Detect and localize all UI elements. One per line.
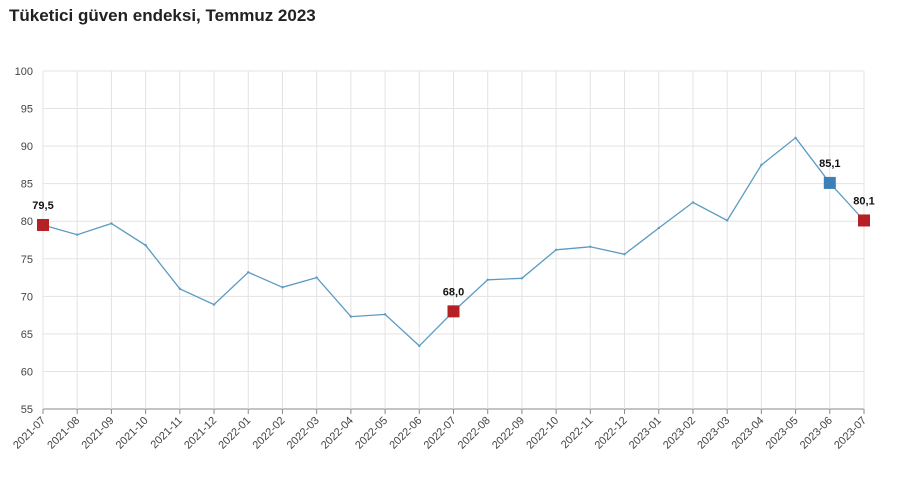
highlight-marker — [447, 305, 460, 318]
data-point — [110, 222, 113, 225]
chart-title: Tüketici güven endeksi, Temmuz 2023 — [9, 6, 316, 25]
data-label: 85,1 — [819, 158, 840, 170]
x-tick-label: 2021-08 — [45, 415, 82, 452]
data-point — [383, 313, 387, 316]
data-point — [247, 271, 250, 274]
x-tick-label: 2023-07 — [832, 415, 869, 452]
x-tick-label: 2021-07 — [11, 415, 48, 452]
x-tick-label: 2022-06 — [387, 415, 424, 452]
data-label: 79,5 — [32, 200, 53, 212]
x-tick-label: 2023-01 — [627, 415, 664, 452]
data-point — [691, 201, 695, 204]
data-point — [725, 219, 729, 222]
x-tick-label: 2022-08 — [456, 415, 493, 452]
y-tick-label: 75 — [21, 254, 33, 266]
x-tick-label: 2022-10 — [524, 415, 561, 452]
x-tick-label: 2023-03 — [695, 415, 732, 452]
x-tick-label: 2022-01 — [216, 415, 253, 452]
data-point — [178, 287, 182, 291]
y-tick-label: 85 — [21, 179, 33, 191]
data-point — [657, 226, 660, 230]
data-label: 68,0 — [443, 286, 464, 298]
y-tick-label: 70 — [21, 291, 33, 303]
y-tick-label: 65 — [21, 329, 33, 341]
data-point — [623, 253, 626, 256]
x-tick-label: 2021-11 — [148, 415, 184, 451]
y-tick-label: 100 — [15, 66, 33, 78]
x-tick-label: 2023-05 — [764, 415, 801, 452]
x-tick-label: 2021-10 — [114, 415, 151, 452]
data-point — [589, 245, 592, 248]
highlight-marker — [823, 176, 836, 189]
data-point — [760, 163, 763, 167]
x-tick-label: 2021-09 — [80, 415, 117, 452]
x-tick-label: 2023-06 — [798, 415, 835, 452]
data-point — [144, 244, 147, 247]
x-tick-label: 2022-04 — [319, 415, 356, 452]
x-tick-label: 2023-04 — [729, 415, 766, 452]
x-tick-label: 2023-02 — [661, 415, 698, 452]
x-tick-label: 2022-12 — [593, 415, 630, 452]
x-tick-label: 2022-09 — [490, 415, 527, 452]
data-point — [349, 315, 353, 318]
x-tick-label: 2022-02 — [251, 415, 288, 452]
y-tick-label: 60 — [21, 366, 33, 378]
x-tick-label: 2021-12 — [182, 415, 219, 452]
x-tick-label: 2022-05 — [353, 415, 390, 452]
x-tick-label: 2022-11 — [559, 415, 595, 451]
data-point — [520, 277, 524, 280]
y-tick-label: 55 — [21, 404, 33, 416]
x-tick-label: 2022-03 — [285, 415, 322, 452]
y-tick-label: 90 — [21, 141, 33, 153]
data-label: 80,1 — [853, 195, 874, 207]
data-point — [315, 276, 318, 279]
data-point — [554, 248, 558, 251]
data-point — [212, 303, 216, 306]
highlight-marker — [858, 214, 870, 227]
data-point — [418, 344, 421, 348]
highlight-marker — [37, 218, 49, 231]
data-point — [76, 233, 79, 236]
data-point — [486, 278, 489, 282]
x-tick-label: 2022-07 — [422, 415, 459, 452]
y-tick-label: 80 — [21, 216, 33, 228]
data-point — [794, 136, 797, 140]
data-point — [281, 286, 284, 289]
y-tick-label: 95 — [21, 104, 33, 116]
